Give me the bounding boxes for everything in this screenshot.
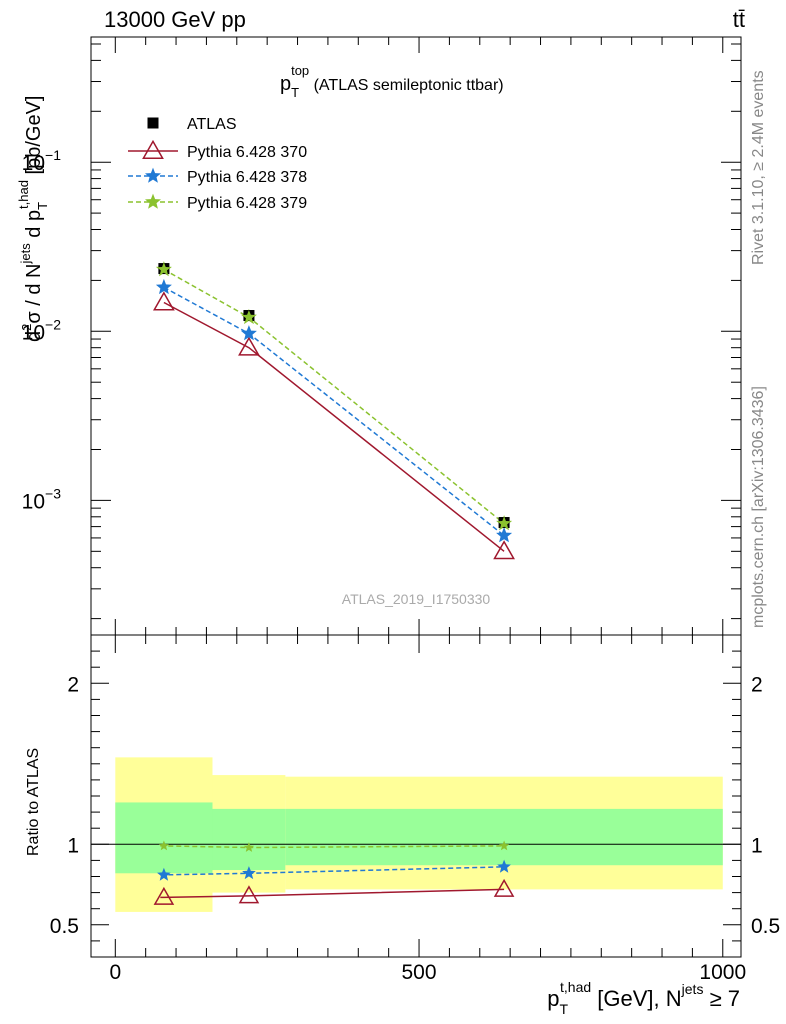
uncertainty-band-green bbox=[285, 808, 723, 866]
process-label: tt̄ bbox=[733, 7, 745, 32]
data-point bbox=[153, 291, 175, 311]
ratio-point bbox=[498, 840, 510, 851]
legend-label: Pythia 6.428 379 bbox=[187, 195, 307, 212]
x-tick-label: 0 bbox=[109, 961, 121, 984]
title-rest: (ATLAS semileptonic ttbar) bbox=[309, 77, 503, 94]
series-line bbox=[163, 268, 505, 525]
ratio-point bbox=[497, 859, 511, 873]
series-line bbox=[163, 286, 505, 537]
main-panel: 10−1 10−2 10−3 pTtop (ATLAS semileptonic t… bbox=[16, 36, 742, 636]
y-tick-label: 1 bbox=[67, 834, 79, 857]
data-point bbox=[157, 262, 171, 276]
mcplots-label: mcplots.cern.ch [arXiv:1306.3436] bbox=[750, 386, 767, 628]
legend-marker bbox=[145, 167, 161, 183]
legend-label: ATLAS bbox=[187, 116, 237, 133]
ratio-point bbox=[243, 842, 255, 852]
y-tick-label: 10−3 bbox=[22, 485, 62, 513]
ratio-panel: 0.5 0.5 1 1 2 2 0 500 1000 Ratio to ATLAS pTt,ha… bbox=[25, 634, 780, 1017]
y-tick-label: 0.5 bbox=[50, 915, 79, 938]
x-tick-label: 500 bbox=[402, 961, 437, 984]
ratio-series bbox=[153, 840, 515, 905]
rivet-label: Rivet 3.1.10, ≥ 2.4M events bbox=[750, 70, 767, 265]
data-point bbox=[238, 336, 260, 356]
y-tick-label: 10−2 bbox=[22, 316, 62, 344]
energy-label: 13000 GeV pp bbox=[104, 7, 246, 32]
ratio-point bbox=[158, 840, 169, 851]
legend-marker bbox=[145, 193, 161, 209]
x-tick-label: 1000 bbox=[699, 961, 746, 984]
legend-label: Pythia 6.428 370 bbox=[187, 144, 307, 161]
main-ylabel: d2σ / d Njets d pTt,had [pb/GeV] bbox=[16, 96, 50, 342]
legend: ATLAS Pythia 6.428 370 Pythia 6.428 378 Pyt… bbox=[128, 116, 307, 212]
ratio-point bbox=[238, 885, 260, 904]
uncertainty-band-green bbox=[115, 802, 213, 874]
y-tick-label-right: 2 bbox=[751, 673, 763, 696]
ratio-xlabel: pTt,had [GeV], Njets ≥ 7 bbox=[547, 979, 740, 1017]
legend-marker bbox=[147, 117, 159, 129]
ratio-point bbox=[242, 866, 256, 880]
legend-label: Pythia 6.428 378 bbox=[187, 169, 307, 186]
main-title: pTtop (ATLAS semileptonic ttbar) bbox=[280, 63, 504, 100]
data-point bbox=[242, 310, 256, 324]
ratio-ylabel: Ratio to ATLAS bbox=[25, 748, 42, 856]
watermark: ATLAS_2019_I1750330 bbox=[342, 591, 491, 607]
ratio-point bbox=[157, 867, 171, 881]
ratio-point bbox=[153, 886, 175, 905]
y-tick-label: 10−1 bbox=[22, 147, 62, 175]
main-series bbox=[153, 261, 515, 560]
series-line bbox=[163, 301, 505, 552]
ratio-point bbox=[493, 878, 515, 897]
uncertainty-band-green bbox=[212, 808, 286, 871]
ratio-line bbox=[160, 888, 505, 899]
data-point bbox=[496, 527, 513, 543]
ratio-axis-ticks: 0.5 0.5 1 1 2 2 0 500 1000 bbox=[50, 635, 780, 984]
data-point bbox=[241, 325, 257, 341]
legend-marker bbox=[142, 139, 164, 159]
main-axis-ticks: 10−1 10−2 10−3 bbox=[22, 37, 741, 635]
title-p: p bbox=[280, 73, 291, 95]
ratio-bands bbox=[91, 757, 741, 912]
title-sub: T bbox=[291, 85, 299, 100]
data-point bbox=[155, 278, 172, 295]
y-tick-label-right: 1 bbox=[751, 834, 763, 857]
y-tick-label: 2 bbox=[67, 673, 79, 696]
data-point bbox=[493, 540, 515, 560]
data-point bbox=[497, 516, 511, 530]
y-tick-label-right: 0.5 bbox=[751, 915, 780, 938]
title-sup: top bbox=[291, 63, 309, 78]
